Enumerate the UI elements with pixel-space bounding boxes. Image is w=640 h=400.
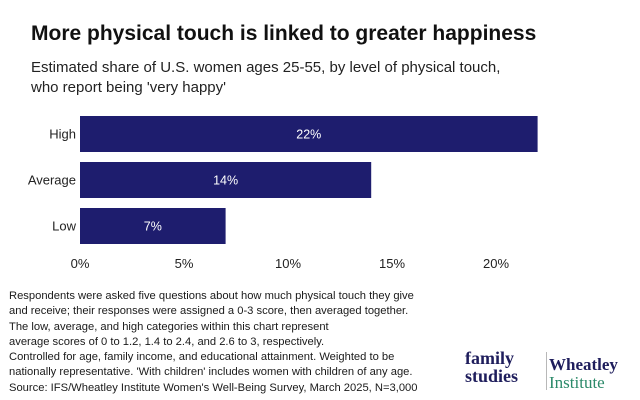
source-line: Source: IFS/Wheatley Institute Women's W… (9, 381, 418, 394)
chart-notes: Respondents were asked five questions ab… (9, 289, 469, 396)
bar (80, 162, 372, 198)
x-tick-label: 5% (175, 256, 194, 271)
logo-text-wheatley: Wheatley (549, 355, 618, 374)
note-line: Controlled for age, family income, and e… (9, 351, 395, 364)
wheatley-institute-logo: Wheatley Institute (549, 356, 637, 392)
chart-title: More physical touch is linked to greater… (31, 22, 537, 45)
bar-value-label: 7% (144, 220, 162, 234)
chart-subtitle: Estimated share of U.S. women ages 25-55… (31, 59, 501, 96)
note-line: and receive; their responses were assign… (9, 305, 409, 318)
x-tick-label: 15% (379, 256, 405, 271)
category-label: Low (52, 219, 76, 234)
logo-text-studies: studies (465, 366, 519, 386)
family-studies-logo: family studies (465, 349, 545, 385)
note-line: Respondents were asked five questions ab… (9, 290, 414, 302)
x-tick-label: 20% (483, 256, 509, 271)
bar-value-label: 22% (296, 128, 321, 142)
bar (80, 208, 226, 244)
logo-text-institute: Institute (549, 373, 605, 392)
x-tick-label: 0% (71, 256, 90, 271)
category-label: Average (28, 173, 76, 188)
bar-value-label: 14% (213, 174, 238, 188)
category-label: High (49, 127, 76, 142)
note-line: The low, average, and high categories wi… (9, 320, 329, 333)
note-line: nationally representative. 'With childre… (9, 366, 413, 379)
x-tick-label: 10% (275, 256, 301, 271)
note-line: average scores of 0 to 1.2, 1.4 to 2.4, … (9, 335, 325, 348)
logo-text-family: family (465, 348, 514, 368)
bar (80, 116, 538, 152)
bar-chart: 22% High 14% Average 7% Low 0% 5% 10% 15% 20% (28, 116, 538, 271)
logo-divider (546, 352, 547, 390)
